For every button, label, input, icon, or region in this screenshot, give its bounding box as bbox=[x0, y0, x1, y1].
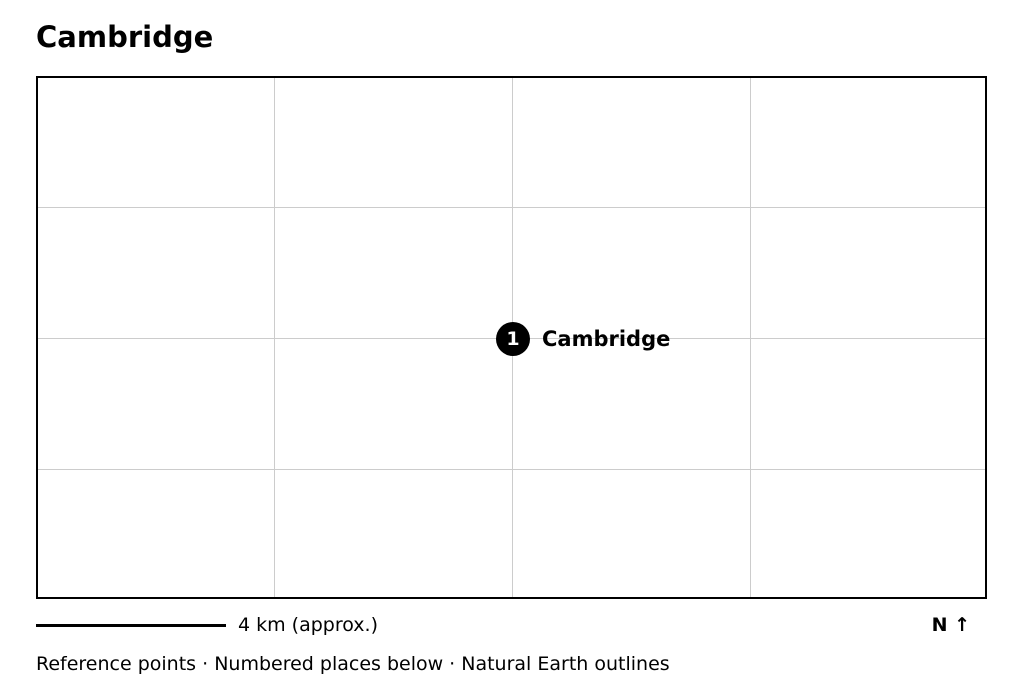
scale-label: 4 km (approx.) bbox=[238, 614, 378, 636]
grid-line-vertical bbox=[750, 78, 751, 597]
scale-bar bbox=[36, 624, 226, 627]
grid-line-vertical bbox=[274, 78, 275, 597]
grid-line-horizontal bbox=[38, 207, 985, 208]
place-cambridge[interactable]: 1 Cambridge bbox=[496, 322, 670, 356]
map-footer-note: Reference points · Numbered places below… bbox=[36, 653, 670, 675]
map-title: Cambridge bbox=[36, 20, 214, 54]
grid-line-horizontal bbox=[38, 469, 985, 470]
north-arrow-icon: N ↑ bbox=[931, 614, 970, 636]
place-marker[interactable]: 1 bbox=[496, 322, 530, 356]
place-label: Cambridge bbox=[542, 327, 671, 351]
map-frame[interactable]: 1 Cambridge bbox=[36, 76, 987, 599]
